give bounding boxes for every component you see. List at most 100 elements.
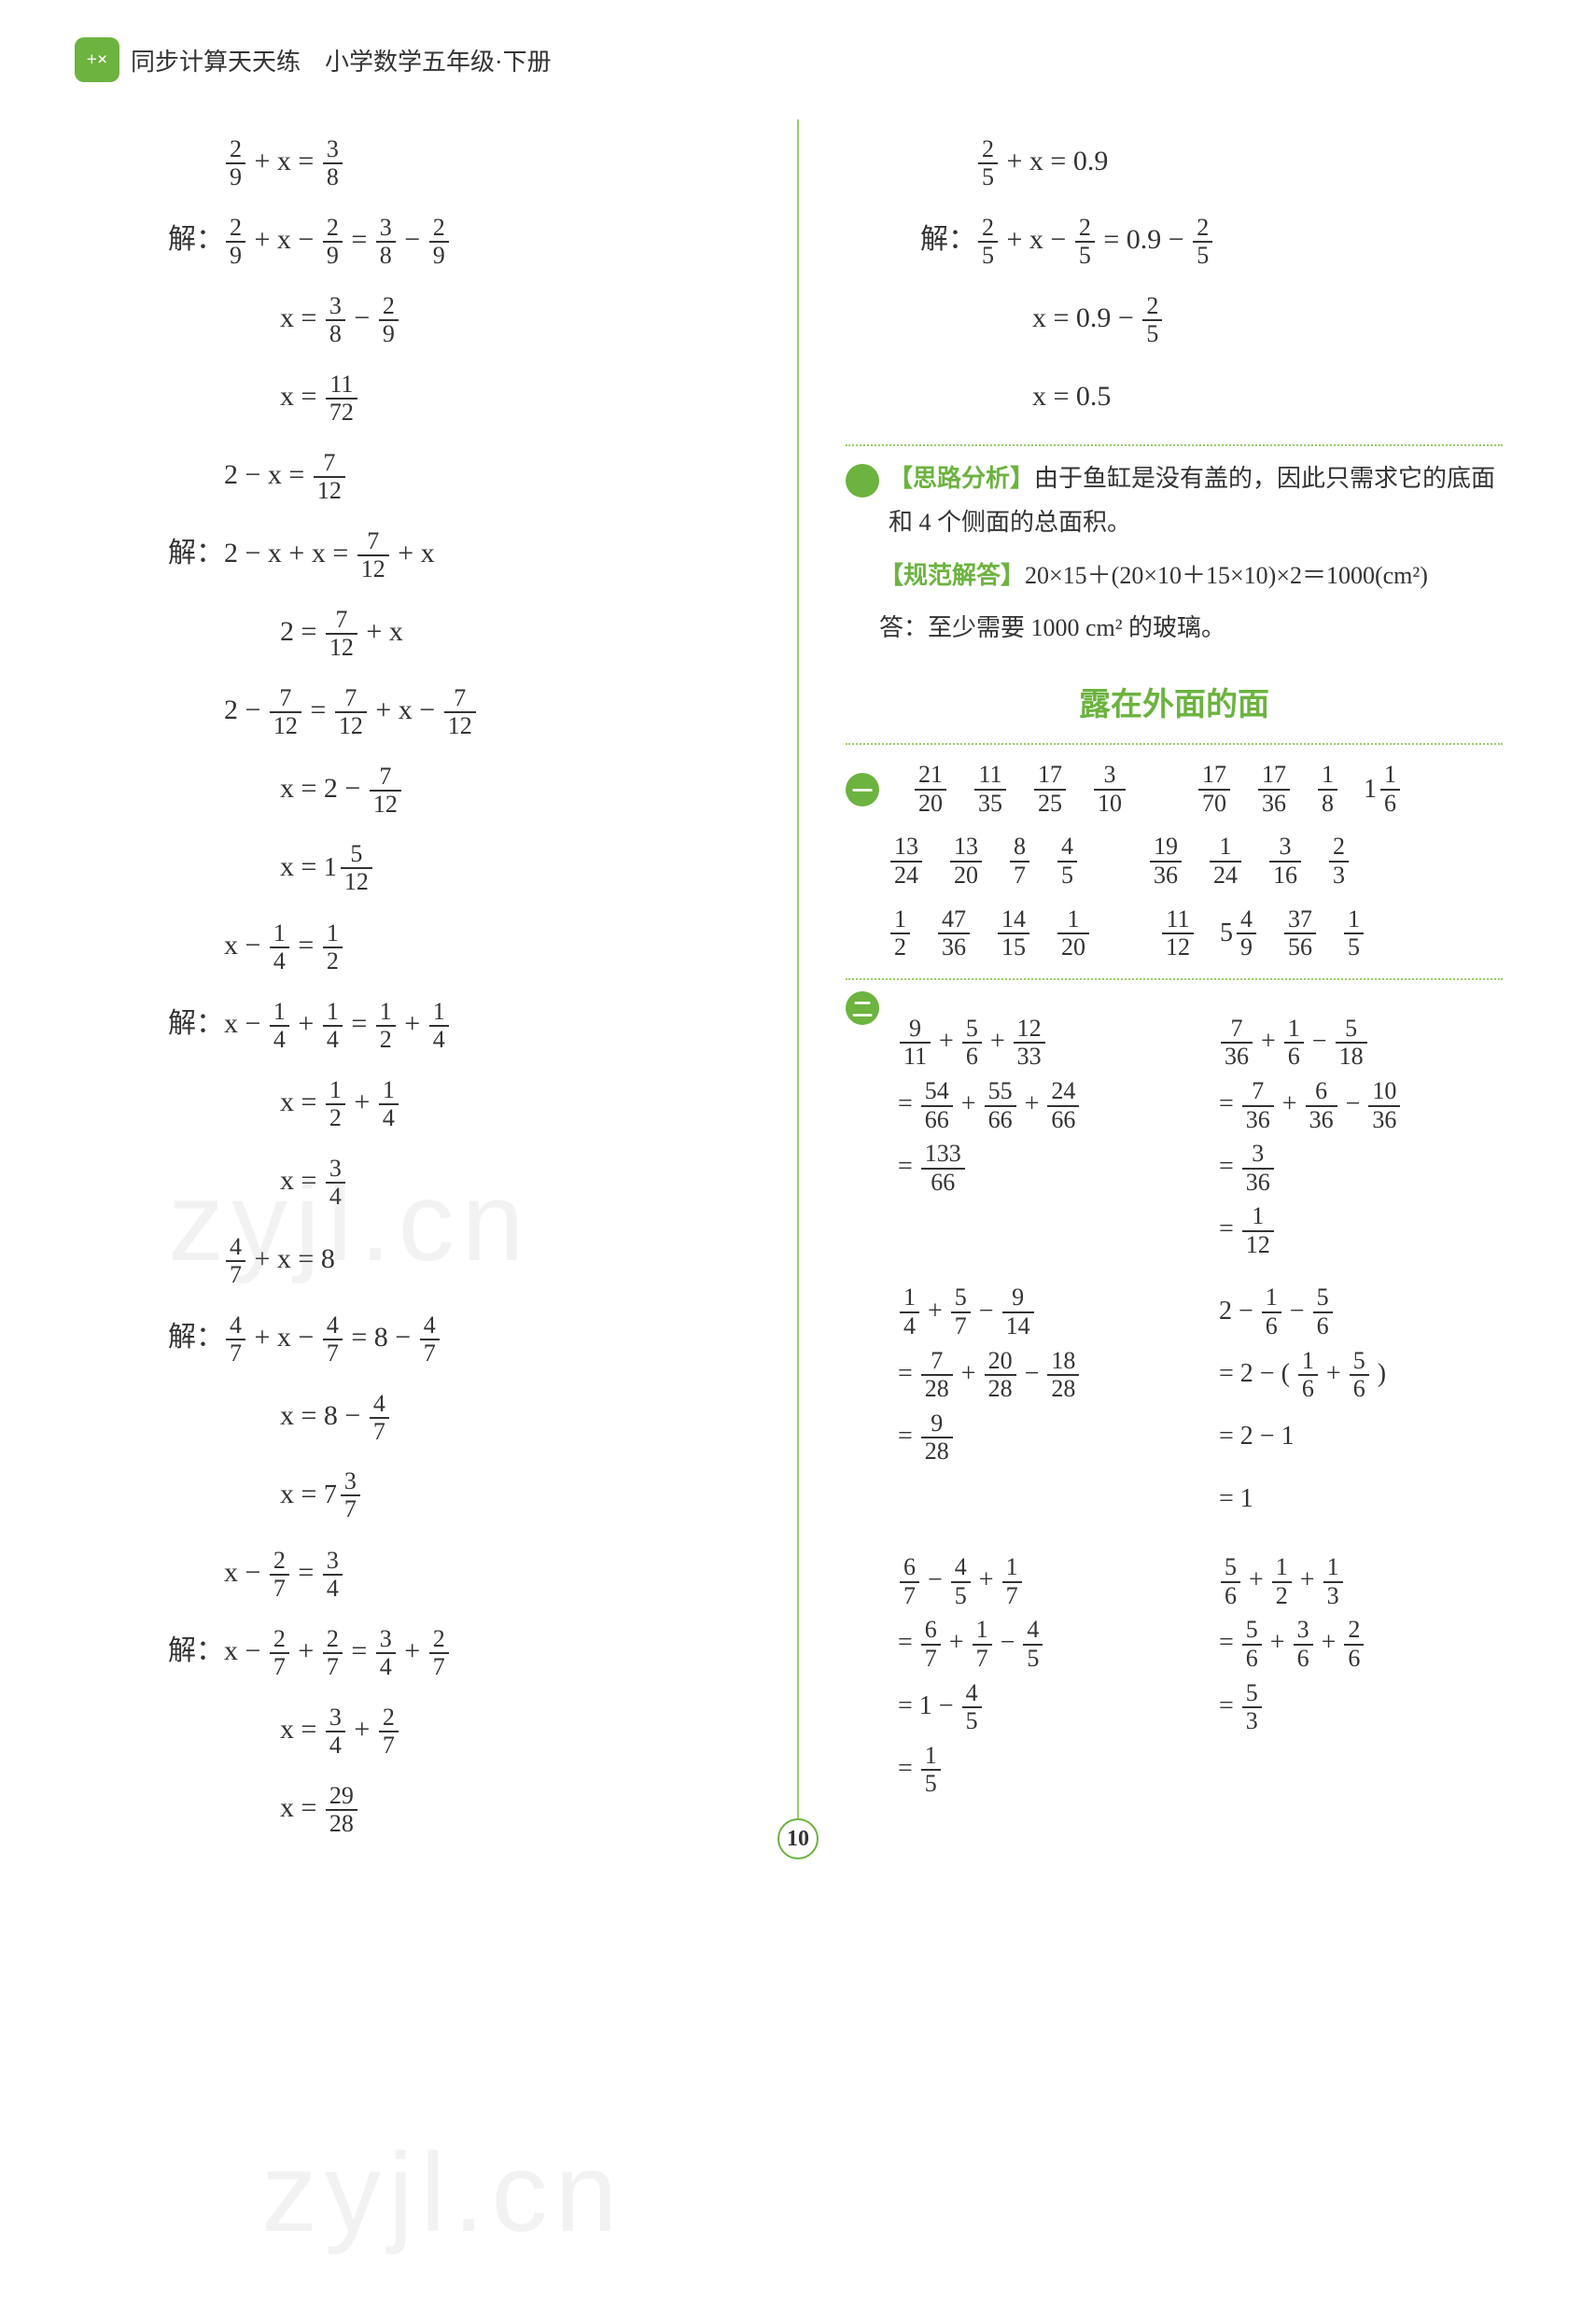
- math-text: −: [398, 224, 427, 255]
- fraction: 914: [1002, 1284, 1034, 1339]
- math-text: −: [1306, 1027, 1334, 1056]
- equation-line: x − 27 = 34: [93, 1536, 750, 1609]
- equation-line: = 728 + 2028 − 1828: [898, 1342, 1182, 1405]
- math-text: +: [1320, 1359, 1348, 1388]
- math-text: x =: [280, 1165, 324, 1196]
- math-text: −: [921, 1565, 949, 1594]
- math-text: x = 0.5: [1032, 381, 1111, 412]
- math-text: + x −: [1000, 224, 1073, 255]
- fraction: 112: [1242, 1203, 1274, 1258]
- math-text: + x = 0.9: [1000, 146, 1108, 176]
- fraction: 45: [962, 1680, 982, 1735]
- math-text: + x =: [247, 146, 321, 176]
- math-text: +: [984, 1027, 1012, 1056]
- fraction: 56: [1350, 1348, 1369, 1403]
- math-text: x =: [280, 381, 324, 412]
- fraction: 16: [1380, 762, 1400, 817]
- equation-line: 解：25 + x − 25 = 0.9 − 25: [846, 203, 1503, 276]
- fraction: 1828: [1047, 1348, 1079, 1403]
- answer-label: 【规范解答】: [879, 562, 1025, 589]
- fraction: 2928: [326, 1783, 357, 1838]
- fraction: 14: [379, 1077, 399, 1132]
- equation-line: x = 8 − 47: [93, 1380, 750, 1452]
- equation-line: = 53: [1219, 1675, 1503, 1737]
- fraction: 25: [978, 215, 998, 270]
- equation-line: = 1: [1219, 1467, 1503, 1530]
- fraction: 712: [335, 685, 367, 740]
- math-text: + x: [359, 616, 403, 647]
- section-title: 露在外面的面: [846, 679, 1503, 724]
- equation-line: 25 + x = 0.9: [846, 125, 1503, 198]
- fraction: 5566: [985, 1078, 1016, 1133]
- section-badge: 一: [846, 773, 879, 806]
- math-text: =: [291, 1557, 321, 1588]
- fraction: 5466: [921, 1078, 953, 1133]
- math-text: 解：x −: [168, 1635, 268, 1666]
- math-text: + x: [391, 538, 435, 568]
- fraction: 1725: [1034, 762, 1066, 817]
- math-text: x =: [280, 1714, 324, 1745]
- fraction: 27: [429, 1626, 449, 1681]
- math-text: +: [955, 1089, 983, 1118]
- fraction: 25: [1075, 215, 1095, 270]
- fraction: 29: [323, 215, 343, 270]
- fraction: 1135: [974, 762, 1006, 817]
- fraction: 56: [1242, 1617, 1262, 1672]
- fraction: 712: [314, 450, 345, 505]
- math-text: =: [898, 1422, 919, 1451]
- equation-line: = 13366: [898, 1135, 1182, 1198]
- equation-line: 29 + x = 38: [93, 125, 750, 198]
- fraction: 14: [429, 999, 449, 1054]
- fraction: 14: [270, 999, 289, 1054]
- math-text: +: [932, 1027, 960, 1056]
- fraction: 14: [323, 999, 343, 1054]
- math-text: =: [344, 1635, 374, 1666]
- equation-line: 736 + 16 − 518: [1219, 1010, 1503, 1073]
- math-text: + x = 8: [247, 1243, 335, 1274]
- fraction: 36: [1294, 1617, 1313, 1672]
- worked-pair: 67 − 45 + 17= 67 + 17 − 45= 1 − 45= 15 56…: [898, 1549, 1503, 1800]
- worked-left: 67 − 45 + 17= 67 + 17 − 45= 1 − 45= 15: [898, 1549, 1182, 1800]
- fraction: 27: [323, 1626, 343, 1681]
- math-text: +: [398, 1635, 427, 1666]
- fraction: 49: [1237, 906, 1256, 961]
- math-text: x =: [280, 851, 324, 882]
- fraction: 2466: [1047, 1078, 1079, 1133]
- fraction: 47: [226, 1312, 245, 1367]
- fraction: 56: [1313, 1284, 1333, 1339]
- fraction: 712: [357, 528, 389, 583]
- math-text: +: [955, 1359, 983, 1388]
- fraction: 736: [1221, 1016, 1253, 1071]
- fraction: 47: [370, 1391, 389, 1446]
- worked-right: 2 − 16 − 56= 2 − ( 16 + 56 )= 2 − 1= 1: [1219, 1280, 1503, 1531]
- fraction: 67: [900, 1554, 919, 1609]
- fraction: 2120: [915, 762, 946, 817]
- fraction: 27: [379, 1704, 399, 1760]
- math-text: −: [347, 302, 377, 333]
- fraction: 45: [951, 1554, 971, 1609]
- fraction: 27: [270, 1626, 289, 1681]
- think-label: 【思路分析】: [889, 465, 1034, 492]
- watermark: zyjl.cn: [261, 2128, 624, 2257]
- math-text: 2 −: [224, 694, 268, 725]
- fraction: 14: [900, 1284, 919, 1339]
- fraction: 56: [1221, 1554, 1240, 1609]
- math-text: −: [1018, 1359, 1046, 1388]
- fraction: 25: [978, 136, 998, 191]
- math-text: = 0.9 −: [1097, 224, 1191, 255]
- left-column: 29 + x = 38解：29 + x − 29 = 38 − 29x = 38…: [56, 119, 788, 1850]
- fraction: 336: [1242, 1141, 1274, 1196]
- fraction: 512: [341, 841, 372, 896]
- math-text: x = 8 −: [280, 1400, 368, 1431]
- equation-line: 47 + x = 8: [93, 1223, 750, 1296]
- math-text: =: [898, 1089, 919, 1118]
- analysis-block: 三【思路分析】由于鱼缸是没有盖的，因此只需求它的底面和 4 个侧面的总面积。【规…: [846, 457, 1503, 651]
- math-text: =: [898, 1359, 919, 1388]
- math-text: =: [1219, 1089, 1240, 1118]
- math-text: =: [1219, 1691, 1240, 1720]
- fraction: 29: [379, 293, 399, 348]
- fraction: 1036: [1368, 1078, 1400, 1133]
- equation-line: 解：x − 27 + 27 = 34 + 27: [93, 1615, 750, 1688]
- fraction: 120: [1057, 906, 1089, 961]
- fraction: 34: [326, 1704, 345, 1760]
